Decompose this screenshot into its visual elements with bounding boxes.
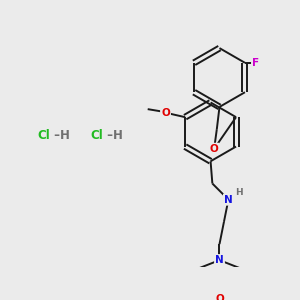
Text: Cl: Cl xyxy=(90,129,103,142)
Text: –H: –H xyxy=(103,129,123,142)
Text: O: O xyxy=(210,144,218,154)
Text: N: N xyxy=(215,255,224,265)
Text: Cl: Cl xyxy=(38,129,50,142)
Text: F: F xyxy=(252,58,259,68)
Text: N: N xyxy=(224,195,233,205)
Text: O: O xyxy=(215,294,224,300)
Text: O: O xyxy=(161,108,170,118)
Text: H: H xyxy=(235,188,243,197)
Text: –H: –H xyxy=(50,129,70,142)
